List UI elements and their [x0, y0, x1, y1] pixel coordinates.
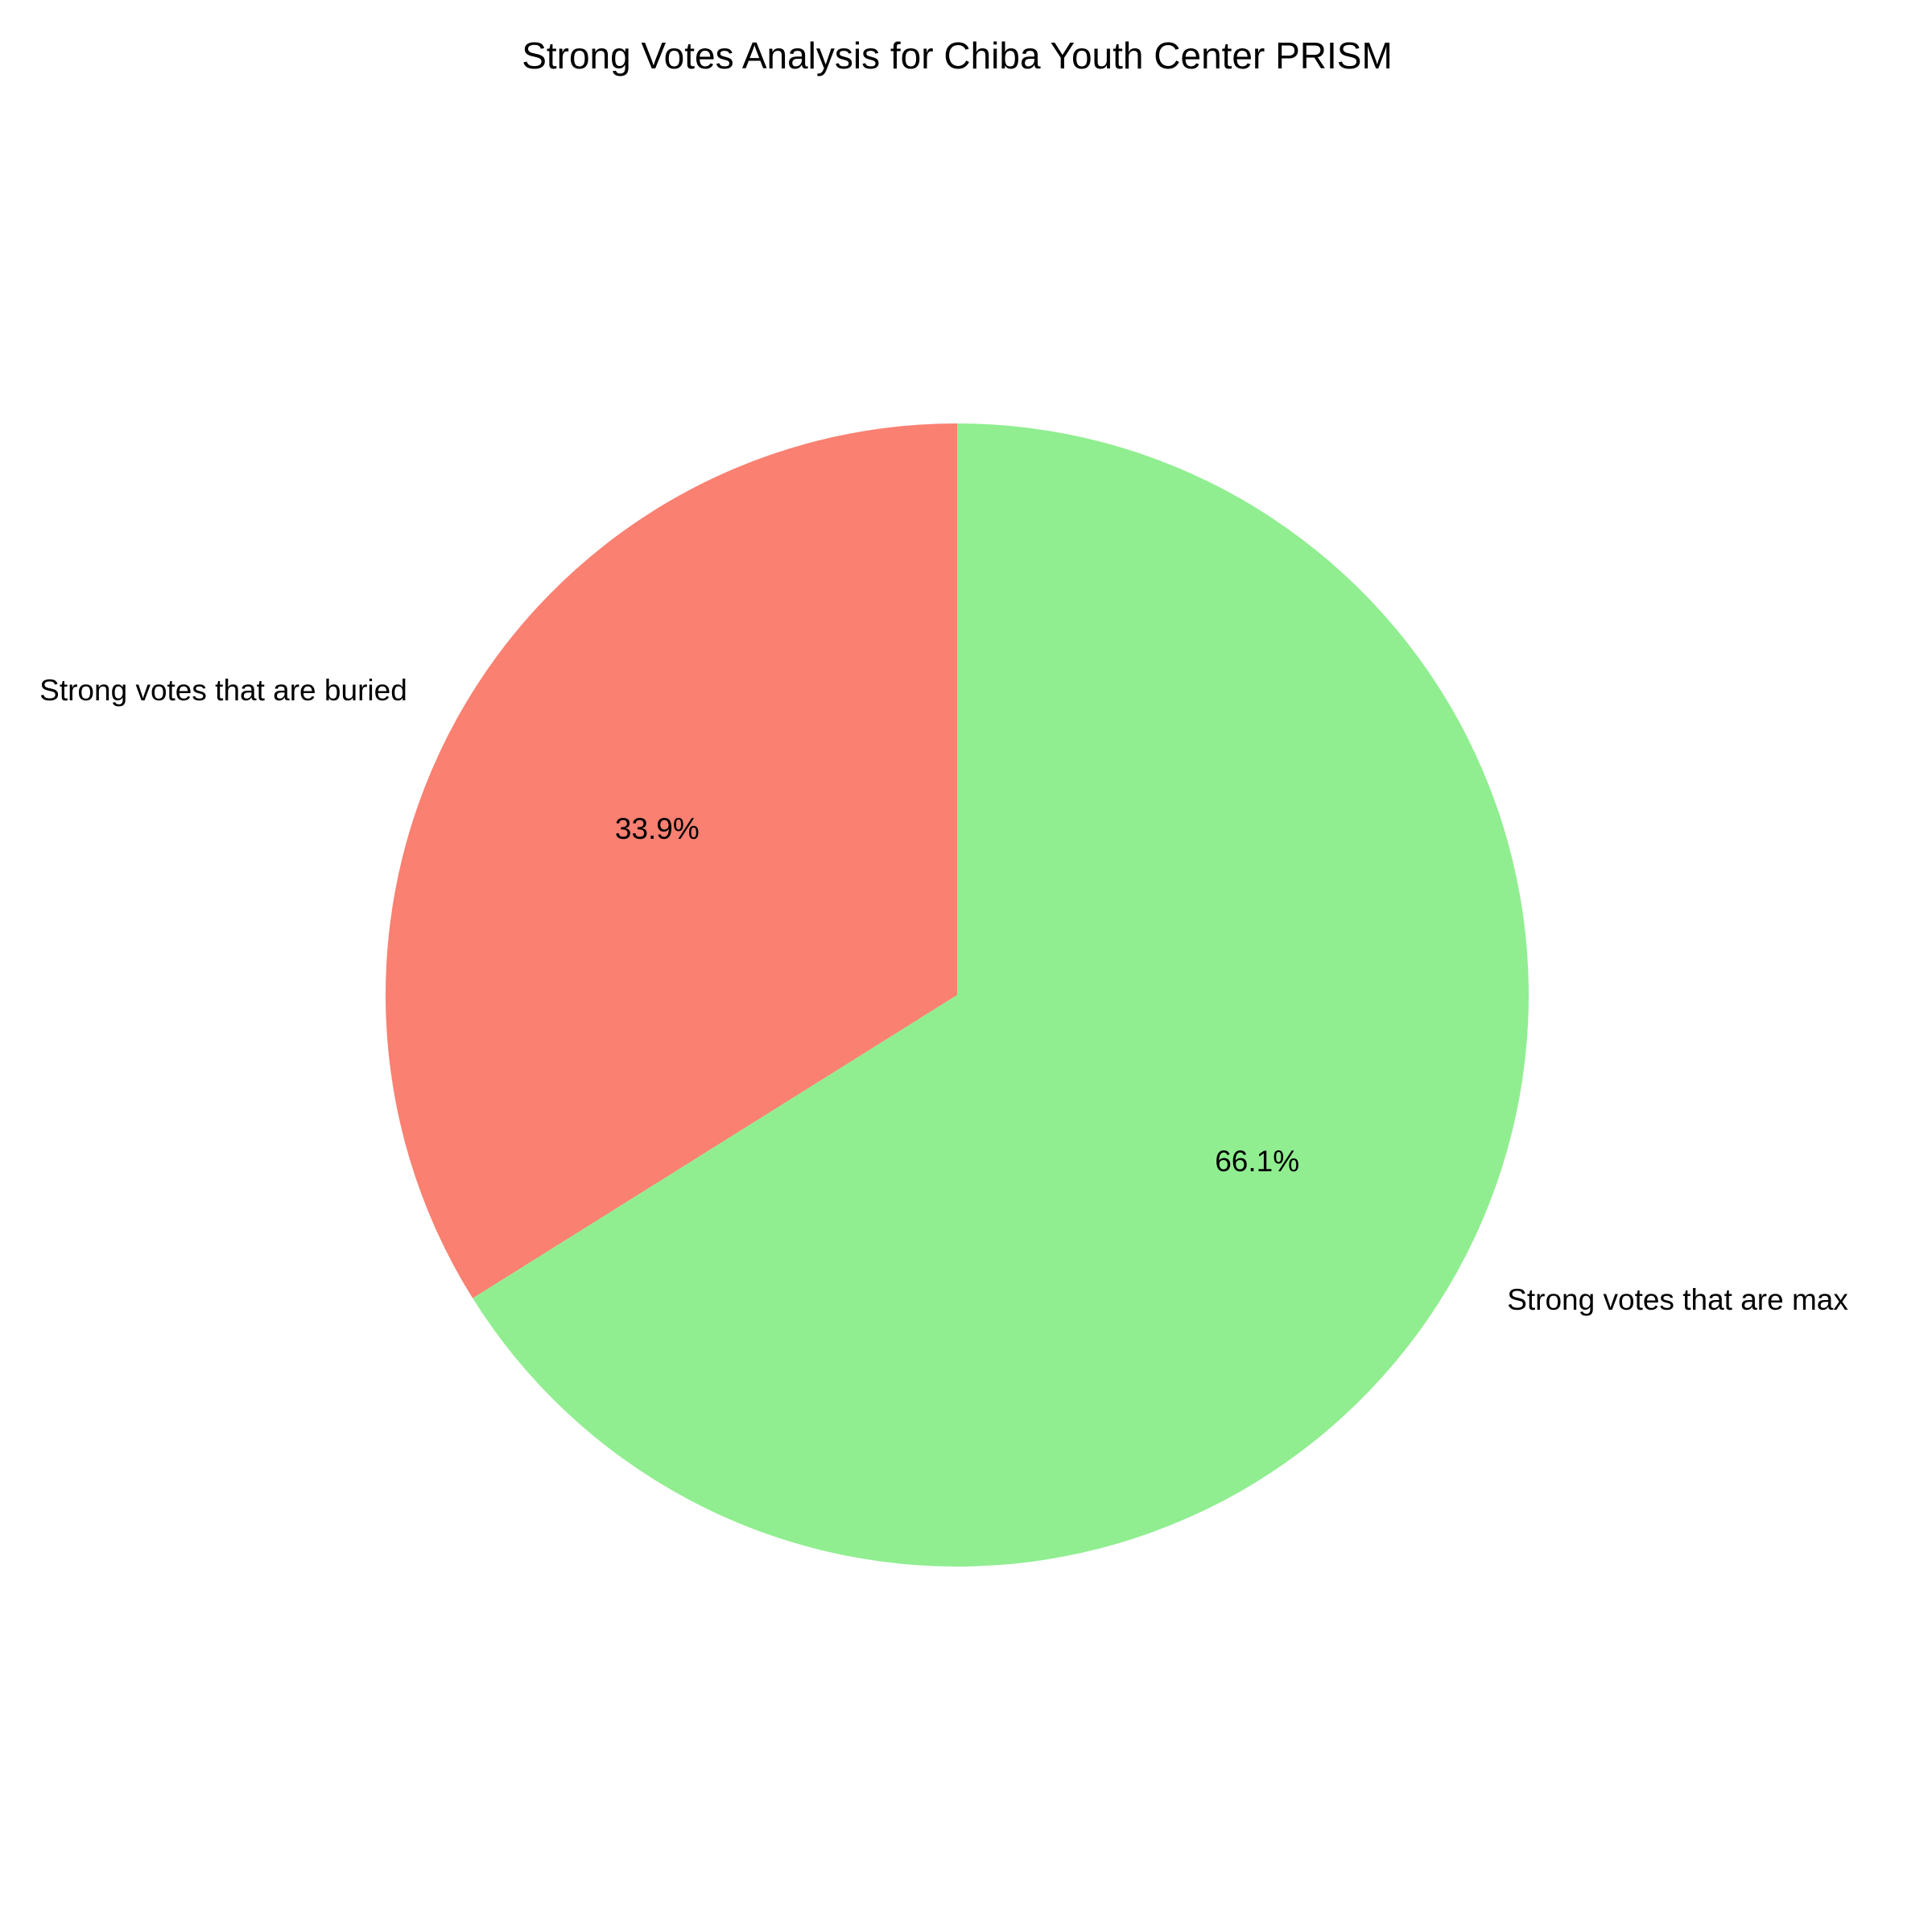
pie-slice-0 [473, 423, 1529, 1567]
pie-slices [385, 423, 1529, 1567]
pie-slice-label-1: Strong votes that are buried [39, 674, 407, 707]
chart-title: Strong Votes Analysis for Chiba Youth Ce… [522, 35, 1393, 76]
pie-slice-percent-0: 66.1% [1215, 1145, 1299, 1178]
pie-slice-percent-1: 33.9% [615, 812, 700, 845]
pie-labels: 66.1% Strong votes that are max 33.9% Stron… [39, 674, 1848, 1316]
pie-slice-label-0: Strong votes that are max [1507, 1283, 1848, 1316]
pie-slice-1 [385, 423, 957, 1298]
